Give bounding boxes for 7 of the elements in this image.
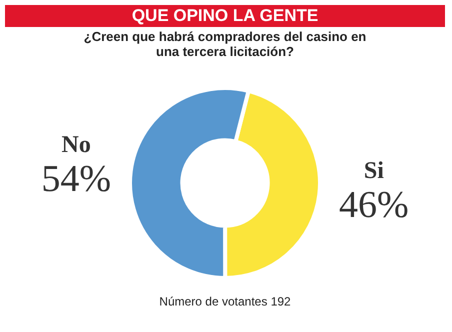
text: Número de votantes 192 bbox=[159, 294, 292, 308]
chart-title: QUE OPINO LA GENTE bbox=[132, 6, 318, 25]
slice-label: No bbox=[61, 132, 91, 158]
slice-label: Si bbox=[364, 158, 384, 184]
chart-subtitle: ¿Creen que habrá compradores del casino en una tercera licitación? bbox=[84, 29, 366, 59]
data-label: 54% bbox=[41, 158, 111, 200]
data-label: 46% bbox=[339, 184, 409, 226]
